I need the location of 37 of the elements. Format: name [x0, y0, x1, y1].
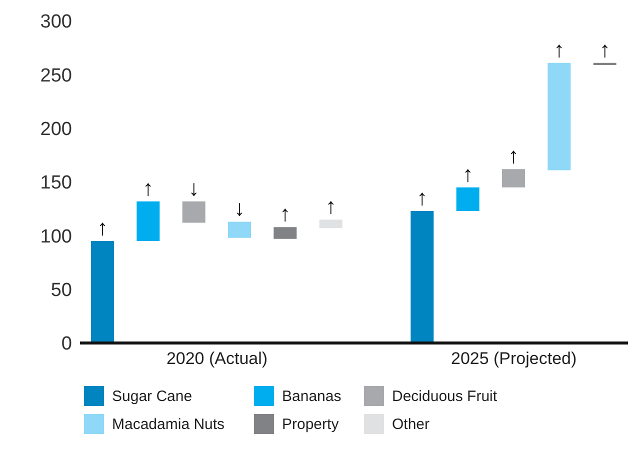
bar [410, 210, 434, 343]
bar [228, 222, 251, 238]
bar [548, 62, 571, 170]
data-label: ↑ [416, 184, 428, 210]
legend-label: Bananas [282, 388, 342, 404]
y-tick-label: 100 [40, 226, 72, 248]
data-label: ↑ [97, 215, 108, 240]
y-tick-label: 200 [40, 119, 72, 140]
data-label: ↑ [554, 36, 565, 62]
data-label: ↓ [188, 175, 200, 200]
text: 2025 (Projected) [450, 349, 578, 369]
y-tick-label: 150 [40, 172, 72, 194]
data-label: ↑ [325, 194, 336, 219]
bar [456, 187, 480, 211]
y-tick-label: 300 [40, 12, 72, 33]
bar [593, 62, 616, 66]
bar [182, 201, 206, 223]
data-label: ↑ [280, 201, 291, 226]
y-tick-label: 250 [40, 65, 72, 86]
legend-label: Property [282, 416, 339, 432]
legend-label: Macadamia Nuts [112, 416, 225, 432]
legend-label: Deciduous Fruit [392, 388, 498, 404]
data-label: ↓ [234, 196, 245, 221]
y-tick-label: 50 [50, 280, 72, 302]
data-label: ↑ [142, 175, 154, 200]
text: 2020 (Actual) [165, 349, 269, 369]
bar [274, 227, 297, 239]
legend-label: Sugar Cane [112, 388, 192, 404]
data-label: ↑ [599, 36, 610, 62]
data-label: ↑ [462, 161, 474, 186]
data-label: ↑ [508, 143, 519, 168]
y-tick-label: 0 [61, 334, 72, 355]
bar [319, 220, 342, 228]
bar [502, 169, 525, 188]
bar [136, 201, 160, 242]
bar [91, 241, 114, 343]
legend-label: Other [392, 416, 430, 432]
